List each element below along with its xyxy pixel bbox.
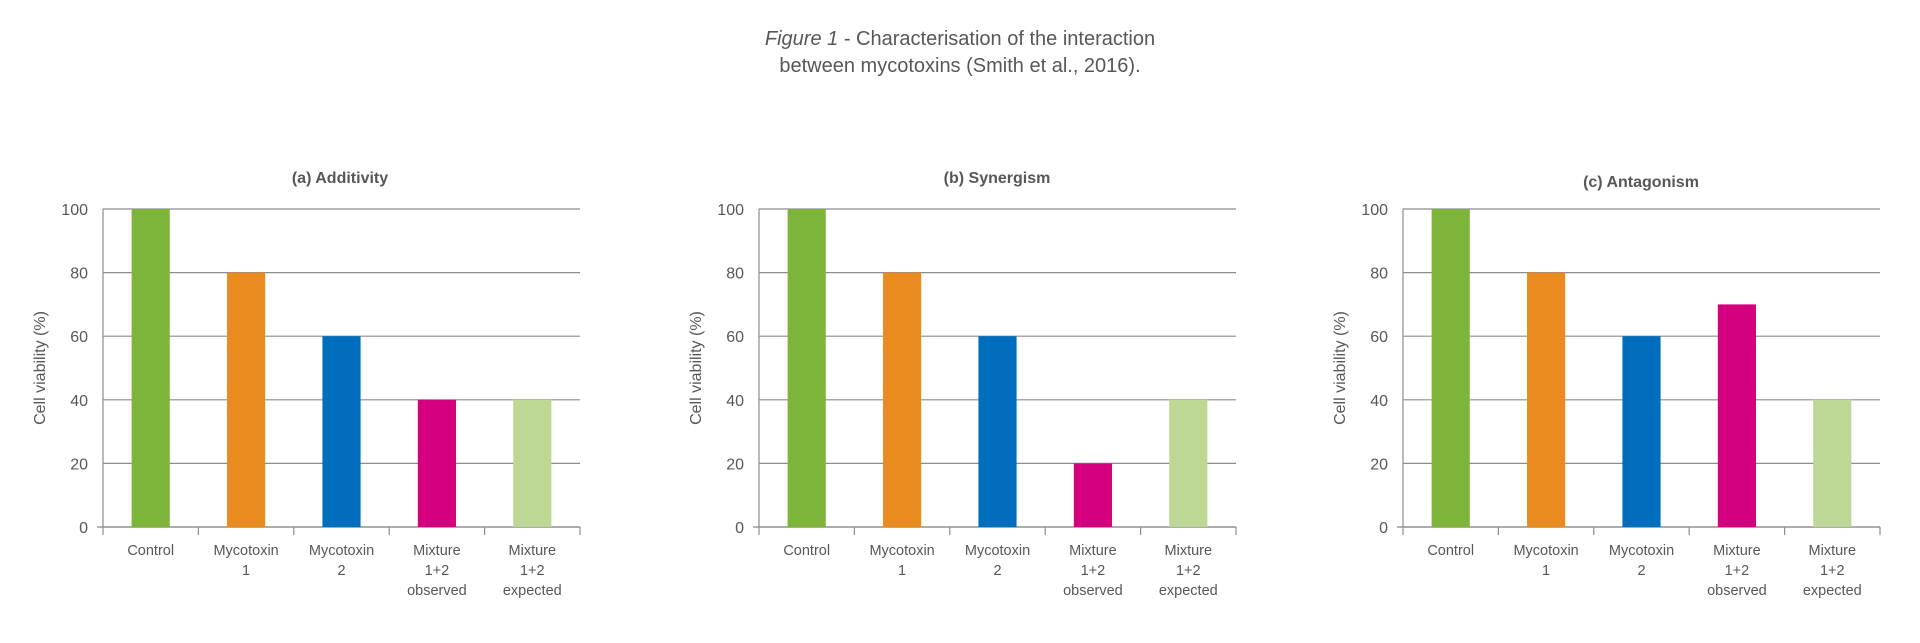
x-tick-label-line: Mixture: [1069, 543, 1117, 559]
chart-3: (c) Antagonism Cell viability (%) 0 20 40 60 8…: [1332, 174, 1881, 599]
x-tick-label-line: Mycotoxin: [309, 543, 374, 559]
y-tick-label: 0: [1379, 520, 1388, 537]
bar-control: [1431, 209, 1470, 527]
x-tick-label-line: Mixture: [413, 543, 461, 559]
x-tick-label: Control: [127, 543, 174, 559]
x-tick-label-line: 2: [1637, 563, 1645, 579]
x-tick-label: Mixture 1+2 observed: [407, 543, 467, 599]
x-tick-label-line: Mixture: [1713, 543, 1761, 559]
bar-mycotoxin-1: [883, 272, 922, 527]
x-tick-label-line: Mycotoxin: [213, 543, 278, 559]
x-tick-label: Mixture 1+2 expected: [1159, 543, 1218, 599]
bar-control: [131, 209, 170, 527]
x-tick-label-line: 1+2: [1725, 563, 1750, 579]
y-tick-label: 40: [726, 393, 744, 410]
y-tick-label: 80: [1370, 266, 1388, 283]
y-tick-label: 0: [735, 520, 744, 537]
y-tick-label: 60: [70, 329, 88, 346]
y-tick-label: 20: [726, 456, 744, 473]
bar-mixture-expected: [513, 399, 552, 527]
y-tick-label: 80: [70, 266, 88, 283]
x-tick-label-line: Control: [127, 543, 174, 559]
x-tick-label-line: 1+2: [520, 563, 545, 579]
chart-title: (b) Synergism: [944, 170, 1051, 187]
x-tick-label: Mixture 1+2 observed: [1063, 543, 1123, 599]
y-tick-label: 40: [1370, 393, 1388, 410]
bar-mycotoxin-2: [978, 336, 1017, 527]
caption-line-2: between mycotoxins (Smith et al., 2016).: [779, 55, 1141, 77]
x-tick-label-line: 1+2: [1081, 563, 1106, 579]
bar-mixture-observed: [1073, 463, 1112, 527]
x-tick-label: Mixture 1+2 expected: [503, 543, 562, 599]
x-tick-label-line: Control: [783, 543, 830, 559]
bar-mixture-expected: [1813, 399, 1852, 527]
x-tick-label-line: Mixture: [1165, 543, 1213, 559]
caption-text-1: Characterisation of the interaction: [856, 28, 1156, 50]
bar-mixture-observed: [1717, 304, 1756, 527]
x-tick-label-line: Mixture: [509, 543, 557, 559]
x-tick-label: Mycotoxin 1: [869, 543, 934, 579]
x-tick-label-line: Mycotoxin: [965, 543, 1030, 559]
y-tick-label: 100: [1361, 202, 1388, 219]
figure-caption: Figure 1 - Characterisation of the inter…: [0, 26, 1920, 80]
bar-mycotoxin-1: [227, 272, 266, 527]
x-tick-label-line: Mycotoxin: [1513, 543, 1578, 559]
x-tick-label: Mycotoxin 2: [1609, 543, 1674, 579]
x-tick-label-line: 1: [242, 563, 250, 579]
x-tick-label-line: expected: [1803, 583, 1862, 599]
x-tick-label-line: 1: [898, 563, 906, 579]
x-tick-label-line: 2: [993, 563, 1001, 579]
x-tick-label: Mixture 1+2 observed: [1707, 543, 1767, 599]
bar-control: [787, 209, 826, 527]
y-tick-label: 20: [70, 456, 88, 473]
chart-1: (a) Additivity Cell viability (%) 0 20 40 60 8…: [32, 170, 581, 599]
caption-line-1: Figure 1 - Characterisation of the inter…: [0, 26, 1920, 53]
x-tick-label-line: Mycotoxin: [869, 543, 934, 559]
x-tick-label: Mycotoxin 1: [1513, 543, 1578, 579]
x-tick-label: Mycotoxin 2: [309, 543, 374, 579]
x-tick-label-line: Mixture: [1809, 543, 1857, 559]
x-tick-label-line: 1+2: [425, 563, 450, 579]
chart-title: (a) Additivity: [292, 170, 388, 187]
bar-mycotoxin-1: [1527, 272, 1566, 527]
x-tick-label: Mycotoxin 2: [965, 543, 1030, 579]
x-tick-label: Mixture 1+2 expected: [1803, 543, 1862, 599]
y-tick-label: 100: [717, 202, 744, 219]
y-axis-label: Cell viability (%): [32, 311, 49, 425]
bar-mixture-expected: [1169, 399, 1208, 527]
chart-2: (b) Synergism Cell viability (%) 0 20 40 60 80…: [688, 170, 1237, 599]
y-axis-label: Cell viability (%): [688, 311, 705, 425]
y-tick-label: 40: [70, 393, 88, 410]
y-tick-label: 0: [79, 520, 88, 537]
x-tick-label-line: 2: [337, 563, 345, 579]
y-tick-label: 100: [61, 202, 88, 219]
y-tick-label: 60: [726, 329, 744, 346]
x-tick-label-line: expected: [503, 583, 562, 599]
x-tick-label-line: 1+2: [1176, 563, 1201, 579]
chart-title: (c) Antagonism: [1583, 174, 1699, 191]
bar-mixture-observed: [417, 399, 456, 527]
x-tick-label: Control: [783, 543, 830, 559]
x-tick-label-line: expected: [1159, 583, 1218, 599]
x-tick-label-line: 1: [1542, 563, 1550, 579]
x-tick-label: Mycotoxin 1: [213, 543, 278, 579]
x-tick-label-line: observed: [1063, 583, 1123, 599]
bar-mycotoxin-2: [322, 336, 361, 527]
y-tick-label: 60: [1370, 329, 1388, 346]
x-tick-label-line: observed: [1707, 583, 1767, 599]
x-tick-label: Control: [1427, 543, 1474, 559]
y-tick-label: 20: [1370, 456, 1388, 473]
bar-mycotoxin-2: [1622, 336, 1661, 527]
caption-separator: -: [838, 28, 857, 50]
x-tick-label-line: Mycotoxin: [1609, 543, 1674, 559]
x-tick-label-line: Control: [1427, 543, 1474, 559]
figure-label: Figure 1: [764, 28, 839, 50]
y-axis-label: Cell viability (%): [1332, 311, 1349, 425]
y-tick-label: 80: [726, 266, 744, 283]
x-tick-label-line: 1+2: [1820, 563, 1845, 579]
x-tick-label-line: observed: [407, 583, 467, 599]
